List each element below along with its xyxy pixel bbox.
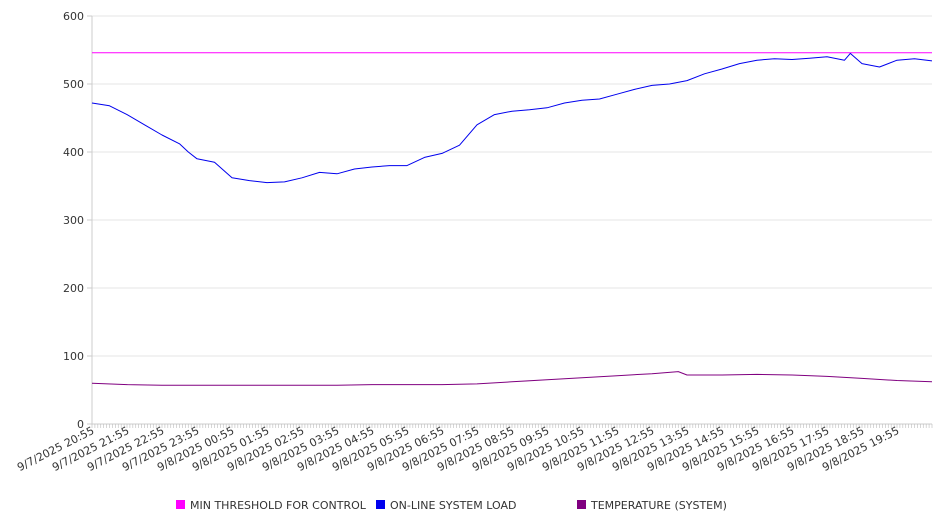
y-tick-label: 400 (63, 146, 84, 159)
y-tick-label: 100 (63, 350, 84, 363)
legend-swatch (577, 500, 586, 509)
y-tick-label: 200 (63, 282, 84, 295)
gridlines (92, 15, 932, 357)
y-tick-label: 500 (63, 78, 84, 91)
legend-label: ON-LINE SYSTEM LOAD (390, 499, 516, 512)
y-axis-ticks: 0 100 200 300 400 500 600 (63, 10, 92, 431)
series-line-1 (91, 52, 933, 184)
legend-label: MIN THRESHOLD FOR CONTROL (190, 499, 367, 512)
legend-swatch (376, 500, 385, 509)
y-tick-label: 0 (77, 418, 84, 431)
series-line-2 (91, 371, 933, 386)
legend-swatch (176, 500, 185, 509)
y-tick-label: 300 (63, 214, 84, 227)
y-tick-label: 600 (63, 10, 84, 23)
legend-label: TEMPERATURE (SYSTEM) (590, 499, 727, 512)
x-axis-ticks: 9/7/2025 20:559/7/2025 21:559/7/2025 22:… (15, 424, 933, 474)
series-lines (91, 52, 933, 386)
legend: MIN THRESHOLD FOR CONTROL ON-LINE SYSTEM … (176, 499, 727, 512)
